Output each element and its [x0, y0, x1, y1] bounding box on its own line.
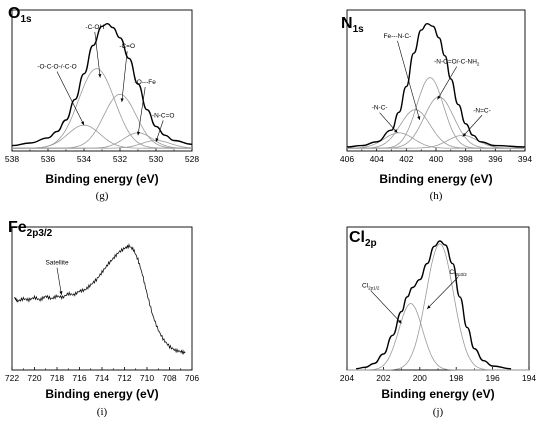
component-peak-line [12, 140, 193, 149]
x-tick-label: 404 [370, 154, 384, 164]
x-tick-label: 710 [140, 373, 154, 383]
peak-annotation: -O---Fe [135, 79, 157, 86]
annotation-arrow [56, 71, 85, 126]
panel-caption: (i) [97, 406, 108, 418]
x-tick-label: 722 [5, 373, 19, 383]
x-axis-title: Binding energy (eV) [381, 387, 494, 401]
annotation-arrow [56, 267, 62, 295]
peak-annotation: Cl2p3/2 [449, 269, 467, 277]
x-tick-label: 712 [117, 373, 131, 383]
annotation-arrowhead [427, 305, 431, 309]
annotation-arrow [155, 120, 164, 142]
peak-annotation: -C=O [119, 43, 135, 50]
x-tick-label: 714 [95, 373, 109, 383]
annotation-arrowhead [80, 121, 84, 126]
peak-annotation: Satellite [45, 260, 69, 267]
annotation-arrow [437, 66, 458, 100]
annotation-arrow [379, 112, 398, 133]
annotation-arrowhead [155, 137, 159, 142]
x-tick-label: 204 [340, 373, 354, 383]
x-tick-label: 202 [376, 373, 390, 383]
component-peak-line [347, 132, 525, 149]
x-tick-label: 196 [486, 373, 500, 383]
axis-frame [11, 9, 193, 152]
x-tick-label: 528 [185, 154, 199, 164]
annotation-arrow [426, 277, 459, 310]
component-peak-line [347, 303, 529, 371]
annotation-arrow [94, 31, 101, 78]
x-tick-label: 536 [41, 154, 55, 164]
plot-area: 722 720 718 716 714 712 710 708 706 Satellite [5, 226, 199, 383]
x-axis-title: Binding energy (eV) [45, 172, 158, 186]
peak-annotation: -O-C-O-/-C-O [37, 64, 76, 71]
annotation-arrowhead [462, 132, 467, 137]
annotation-arrowhead [393, 129, 398, 133]
x-tick-label: 194 [522, 373, 536, 383]
fitted-envelope-line [356, 240, 511, 370]
annotation-arrowhead [136, 131, 141, 136]
annotation-arrowhead [98, 73, 102, 78]
x-tick-label: 406 [340, 154, 354, 164]
panel-title: N1s [341, 15, 364, 35]
x-tick-label: 200 [413, 373, 427, 383]
peak-annotation: -N-C=O [152, 112, 175, 119]
component-peak-line [12, 124, 192, 149]
component-peak-line [12, 68, 192, 149]
x-tick-label: 400 [429, 154, 443, 164]
panel-title: Fe2p3/2 [8, 219, 53, 239]
x-tick-label: 402 [399, 154, 413, 164]
fitted-envelope-line [11, 22, 193, 147]
x-tick-label: 394 [518, 154, 532, 164]
x-tick-label: 718 [50, 373, 64, 383]
plot-area: 406 404 402 400 398 396 394 Fe---N-C- -N-C=O/-C-… [340, 9, 532, 164]
annotation-arrowhead [437, 95, 441, 100]
annotation-arrowhead [417, 116, 421, 120]
x-tick-label: 198 [449, 373, 463, 383]
peak-annotation: Fe---N-C- [384, 33, 412, 40]
peak-annotation: Cl2p1/2 [362, 283, 380, 291]
x-axis-title: Binding energy (eV) [45, 387, 158, 401]
x-tick-label: 720 [27, 373, 41, 383]
plot-area: 538 536 534 532 530 528 -C-OH -C=O -O-C-O-/-C-O -… [5, 9, 199, 164]
annotation-arrowhead [398, 319, 402, 324]
annotation-arrow [370, 290, 402, 324]
annotation-arrow [137, 86, 146, 136]
panel-caption: (j) [433, 406, 444, 418]
panel-o1s: O1s 538 536 534 532 530 528 -C-OH -C=O -O-C-O-/-… [5, 5, 199, 202]
fitted-envelope-line [346, 22, 526, 148]
panel-cl2p: Cl2p 204 202 200 198 196 194 Cl2p1/2 Cl2p3/2 Bi… [340, 226, 536, 418]
annotation-arrow [121, 51, 128, 103]
panel-caption: (g) [96, 190, 109, 202]
peak-annotation: -C-OH [85, 24, 104, 31]
panel-n1s: N1s 406 404 402 400 398 396 394 Fe---N-C- -N-C=O… [340, 9, 532, 202]
x-tick-label: 534 [77, 154, 91, 164]
panel-title: O1s [8, 5, 32, 25]
x-tick-label: 706 [185, 373, 199, 383]
plot-area: 204 202 200 198 196 194 Cl2p1/2 Cl2p3/2 [340, 226, 536, 383]
annotation-arrow [462, 115, 483, 137]
annotation-arrowhead [59, 291, 63, 295]
component-peak-line [347, 134, 525, 149]
axis-frame [11, 226, 193, 371]
component-peak-line [347, 77, 525, 149]
x-tick-label: 532 [113, 154, 127, 164]
x-tick-label: 398 [459, 154, 473, 164]
x-tick-label: 708 [162, 373, 176, 383]
annotation-arrowhead [120, 98, 124, 102]
x-axis-title: Binding energy (eV) [379, 172, 492, 186]
x-tick-label: 538 [5, 154, 19, 164]
peak-annotation: -N-C- [372, 105, 388, 112]
x-tick-label: 716 [72, 373, 86, 383]
component-peak-line [347, 243, 529, 371]
x-tick-label: 530 [149, 154, 163, 164]
x-tick-label: 396 [488, 154, 502, 164]
peak-annotation: -N-C=O/-C-NH2 [434, 58, 480, 66]
spectrum-line [14, 243, 186, 355]
panel-title: Cl2p [349, 229, 377, 249]
peak-annotation: -N=C- [473, 107, 491, 114]
annotation-arrow [397, 40, 420, 121]
panel-fe2p: Fe2p3/2 722 720 718 716 714 712 710 708 706 Satel… [5, 219, 199, 418]
panel-caption: (h) [430, 190, 443, 202]
